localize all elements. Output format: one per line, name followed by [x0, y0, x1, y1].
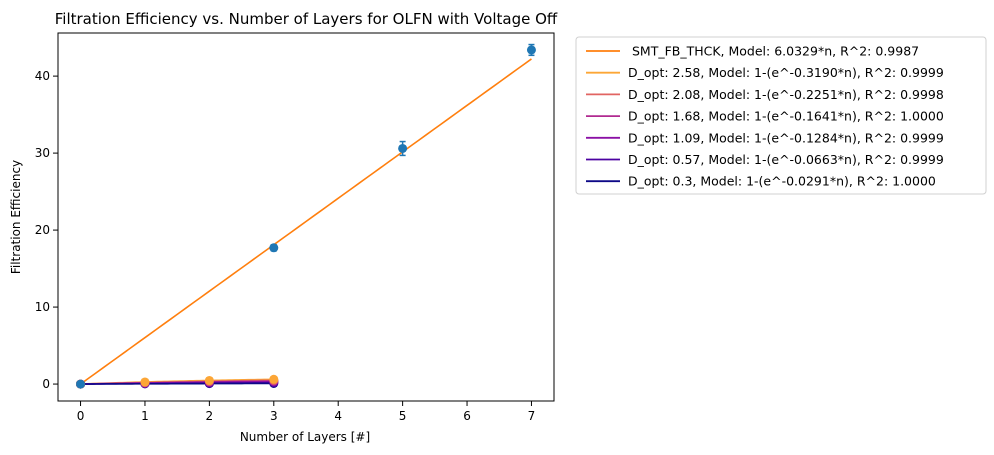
legend-entry-4: D_opt: 1.09, Model: 1-(e^-0.1284*n), R^2… [628, 130, 944, 145]
y-axis: 0 10 20 30 40 [35, 69, 58, 391]
y-axis-label: Filtration Efficiency [9, 160, 23, 274]
legend-entry-0: SMT_FB_THCK, Model: 6.0329*n, R^2: 0.998… [628, 44, 919, 59]
y-tick-label: 30 [35, 146, 50, 160]
plot-area [57, 32, 555, 402]
fit-line-6 [80, 382, 274, 385]
x-tick-label: 1 [141, 409, 149, 423]
data-point-0 [526, 45, 536, 55]
fit-line-0 [80, 58, 532, 385]
x-axis-label: Number of Layers [#] [240, 430, 370, 444]
x-tick-label: 6 [463, 409, 471, 423]
fit-lines [80, 58, 532, 385]
legend-entry-6: D_opt: 0.3, Model: 1-(e^-0.0291*n), R^2:… [628, 174, 936, 189]
legend: SMT_FB_THCK, Model: 6.0329*n, R^2: 0.998… [575, 36, 987, 195]
legend-entry-2: D_opt: 2.08, Model: 1-(e^-0.2251*n), R^2… [628, 87, 944, 102]
data-point-1 [204, 375, 214, 385]
x-tick-label: 5 [399, 409, 407, 423]
plot-frame [57, 32, 555, 402]
x-tick-label: 4 [334, 409, 342, 423]
data-point-0 [269, 243, 279, 253]
chart-title: Filtration Efficiency vs. Number of Laye… [55, 10, 558, 28]
y-tick-label: 10 [35, 300, 50, 314]
y-tick-label: 20 [35, 223, 50, 237]
data-point-0 [76, 379, 86, 389]
x-tick-label: 0 [77, 409, 85, 423]
data-point-1 [140, 377, 150, 387]
data-point-1 [269, 374, 279, 384]
x-axis: 0 1 2 3 4 5 6 7 [77, 401, 536, 423]
y-tick-label: 40 [35, 69, 50, 83]
x-tick-label: 7 [528, 409, 536, 423]
data-point-0 [398, 143, 408, 153]
x-tick-label: 3 [270, 409, 278, 423]
x-tick-label: 2 [206, 409, 214, 423]
legend-entry-3: D_opt: 1.68, Model: 1-(e^-0.1641*n), R^2… [628, 109, 944, 124]
legend-entry-1: D_opt: 2.58, Model: 1-(e^-0.3190*n), R^2… [628, 65, 944, 80]
legend-entry-5: D_opt: 0.57, Model: 1-(e^-0.0663*n), R^2… [628, 152, 944, 167]
y-tick-label: 0 [42, 377, 50, 391]
legend-frame [575, 36, 987, 195]
data-markers [76, 43, 536, 389]
